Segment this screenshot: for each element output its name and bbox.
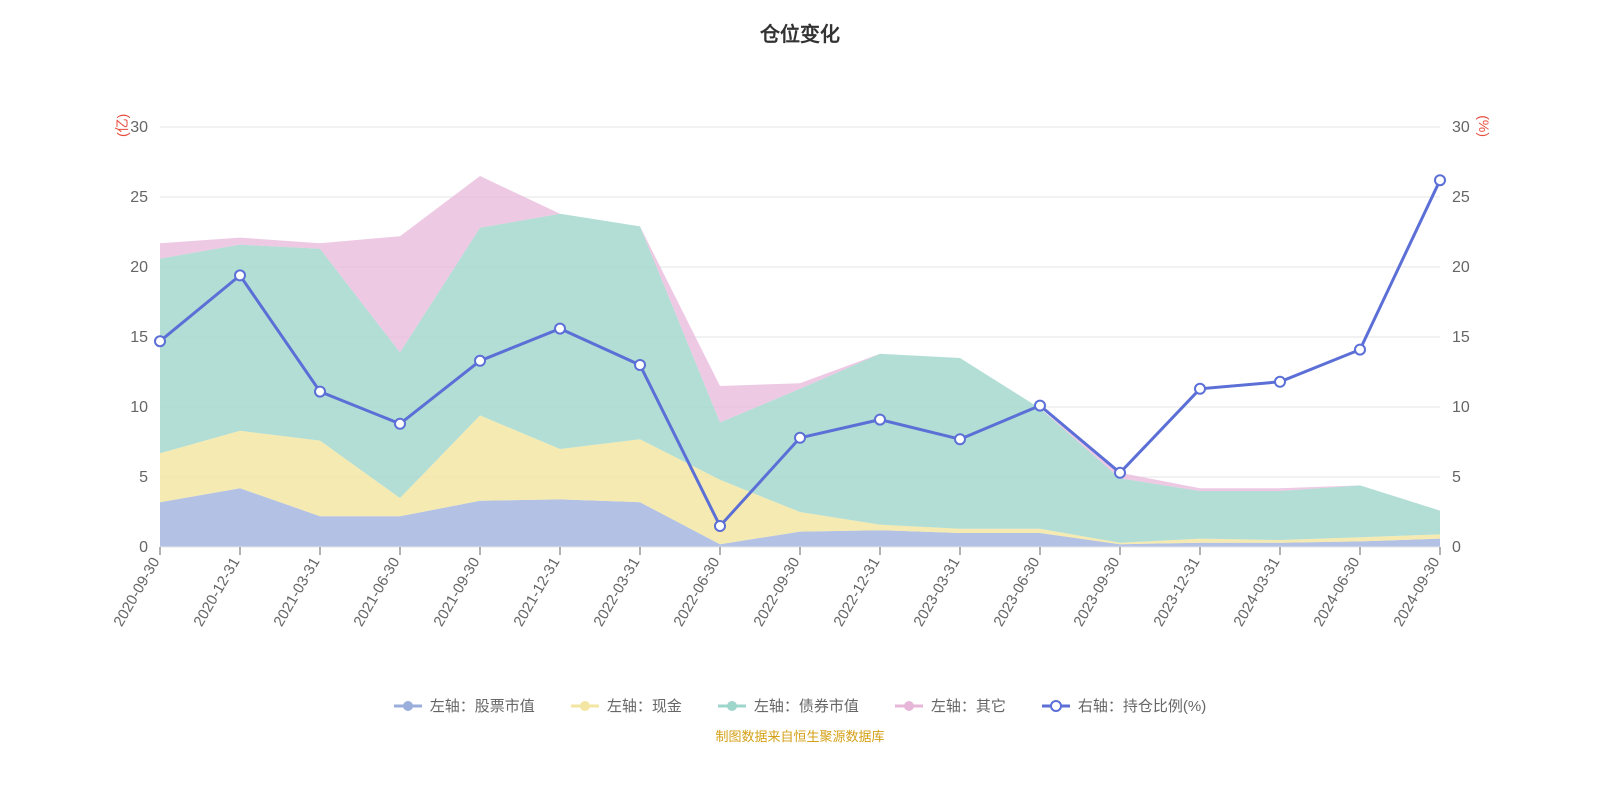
- y-left-axis-label: (亿): [112, 114, 132, 137]
- legend-other-label: 左轴：其它: [931, 695, 1006, 716]
- legend-bond[interactable]: 左轴：债券市值: [718, 695, 859, 716]
- svg-text:15: 15: [130, 329, 148, 346]
- svg-text:2023-03-31: 2023-03-31: [910, 555, 963, 630]
- legend-cash[interactable]: 左轴：现金: [571, 695, 682, 716]
- marker-ratio: [1435, 175, 1445, 185]
- legend-ratio-swatch: [1042, 699, 1070, 713]
- marker-ratio: [315, 387, 325, 397]
- legend-cash-swatch: [571, 699, 599, 713]
- svg-text:0: 0: [139, 539, 148, 556]
- legend-stock-label: 左轴：股票市值: [430, 695, 535, 716]
- svg-text:30: 30: [130, 119, 148, 136]
- svg-text:2023-09-30: 2023-09-30: [1070, 555, 1123, 630]
- marker-ratio: [875, 415, 885, 425]
- chart-container: (亿) (%) 0 0 5 5 10 10 15 15 20 20 25 25 30 30 2020-09-…: [0, 47, 1600, 687]
- svg-text:2022-03-31: 2022-03-31: [590, 555, 643, 630]
- svg-text:2021-06-30: 2021-06-30: [350, 555, 403, 630]
- credit-text: 制图数据来自恒生聚源数据库: [0, 726, 1600, 745]
- legend-stock-swatch: [394, 699, 422, 713]
- svg-text:25: 25: [1452, 189, 1470, 206]
- marker-ratio: [635, 360, 645, 370]
- legend-stock[interactable]: 左轴：股票市值: [394, 695, 535, 716]
- svg-text:30: 30: [1452, 119, 1470, 136]
- svg-text:2022-09-30: 2022-09-30: [750, 555, 803, 630]
- marker-ratio: [235, 270, 245, 280]
- marker-ratio: [475, 356, 485, 366]
- marker-ratio: [1035, 401, 1045, 411]
- legend-ratio-label: 右轴：持仓比例(%): [1078, 695, 1206, 716]
- marker-ratio: [395, 419, 405, 429]
- svg-text:2024-06-30: 2024-06-30: [1310, 555, 1363, 630]
- chart-svg: 0 0 5 5 10 10 15 15 20 20 25 25 30 30 2020-09-30 2020-1…: [0, 47, 1600, 687]
- svg-text:20: 20: [1452, 259, 1470, 276]
- svg-text:2021-09-30: 2021-09-30: [430, 555, 483, 630]
- svg-text:2022-12-31: 2022-12-31: [830, 555, 883, 630]
- marker-ratio: [1275, 377, 1285, 387]
- svg-text:2024-03-31: 2024-03-31: [1230, 555, 1283, 630]
- legend: 左轴：股票市值 左轴：现金 左轴：债券市值 左轴：其它 右轴：持仓比例(%): [0, 695, 1600, 716]
- legend-cash-label: 左轴：现金: [607, 695, 682, 716]
- legend-other[interactable]: 左轴：其它: [895, 695, 1006, 716]
- marker-ratio: [1355, 345, 1365, 355]
- marker-ratio: [1115, 468, 1125, 478]
- svg-text:5: 5: [1452, 469, 1461, 486]
- marker-ratio: [155, 336, 165, 346]
- legend-bond-swatch: [718, 699, 746, 713]
- svg-text:15: 15: [1452, 329, 1470, 346]
- marker-ratio: [795, 433, 805, 443]
- svg-text:10: 10: [1452, 399, 1470, 416]
- svg-text:2021-03-31: 2021-03-31: [270, 555, 323, 630]
- chart-title: 仓位变化: [0, 0, 1600, 47]
- legend-other-swatch: [895, 699, 923, 713]
- svg-text:2022-06-30: 2022-06-30: [670, 555, 723, 630]
- svg-text:2023-06-30: 2023-06-30: [990, 555, 1043, 630]
- svg-text:2020-12-31: 2020-12-31: [190, 555, 243, 630]
- legend-bond-label: 左轴：债券市值: [754, 695, 859, 716]
- svg-text:0: 0: [1452, 539, 1461, 556]
- legend-ratio[interactable]: 右轴：持仓比例(%): [1042, 695, 1206, 716]
- svg-text:2023-12-31: 2023-12-31: [1150, 555, 1203, 630]
- marker-ratio: [1195, 384, 1205, 394]
- svg-text:25: 25: [130, 189, 148, 206]
- svg-text:2021-12-31: 2021-12-31: [510, 555, 563, 630]
- marker-ratio: [555, 324, 565, 334]
- svg-text:10: 10: [130, 399, 148, 416]
- svg-text:2020-09-30: 2020-09-30: [110, 555, 163, 630]
- svg-text:2024-09-30: 2024-09-30: [1390, 555, 1443, 630]
- marker-ratio: [715, 521, 725, 531]
- svg-text:20: 20: [130, 259, 148, 276]
- svg-text:5: 5: [139, 469, 148, 486]
- marker-ratio: [955, 434, 965, 444]
- y-right-axis-label: (%): [1476, 115, 1492, 137]
